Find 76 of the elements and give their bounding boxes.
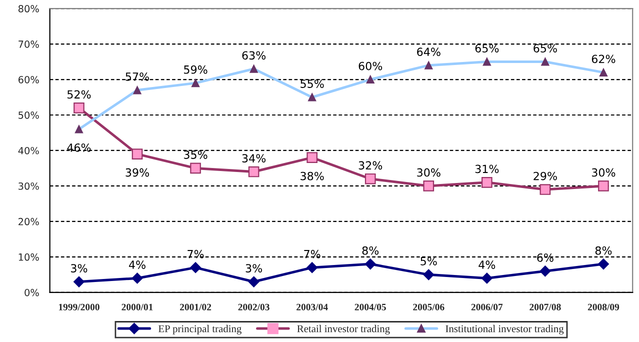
x-tick-label: 2003/04 <box>296 304 328 310</box>
data-label: 8% <box>595 246 612 255</box>
data-label: 3% <box>246 264 262 272</box>
data-label: 59% <box>184 65 208 74</box>
x-tick-label: 2008/09 <box>588 304 620 310</box>
point <box>132 148 143 160</box>
data-label: 55% <box>300 80 324 88</box>
data-label: 35% <box>184 150 208 159</box>
point <box>598 258 609 270</box>
data-label: 62% <box>592 54 616 64</box>
point <box>482 58 491 66</box>
y-tick-label: 40% <box>18 146 39 154</box>
point <box>599 68 608 76</box>
point <box>423 180 434 192</box>
point <box>74 125 84 134</box>
data-label: 30% <box>417 168 440 177</box>
point <box>423 269 434 280</box>
point <box>481 272 492 284</box>
y-tick-label: 0% <box>24 288 39 296</box>
point <box>250 64 258 73</box>
x-tick-label: 2000/01 <box>122 304 153 310</box>
point <box>74 276 84 288</box>
data-label: 38% <box>300 172 324 180</box>
y-tick-label: 70% <box>18 40 39 48</box>
data-label: 65% <box>534 44 557 52</box>
x-tick-label: 2007/08 <box>530 304 561 310</box>
y-tick-label: 30% <box>18 182 39 190</box>
point <box>192 79 200 88</box>
data-label: 31% <box>475 164 499 174</box>
data-label: 4% <box>478 260 496 269</box>
point <box>306 262 318 274</box>
data-label: 4% <box>128 260 146 269</box>
data-label: 30% <box>592 168 616 177</box>
point <box>366 75 374 84</box>
y-tick-label: 10% <box>18 253 39 261</box>
data-label: 34% <box>242 154 266 162</box>
data-label: 63% <box>242 51 266 60</box>
y-tick-label: 20% <box>18 218 39 226</box>
point <box>598 180 609 192</box>
y-tick-label: 60% <box>18 76 39 84</box>
point <box>190 162 201 174</box>
data-label: 39% <box>126 168 149 177</box>
point <box>541 58 550 66</box>
point <box>74 102 84 114</box>
data-label: 3% <box>71 264 88 272</box>
x-tick-label: 2004/05 <box>354 304 386 310</box>
point <box>133 86 142 94</box>
data-label: 52% <box>67 90 91 99</box>
point <box>248 276 260 288</box>
y-tick-label: 50% <box>18 111 39 119</box>
x-tick-label: 2006/07 <box>471 304 503 310</box>
data-label: 64% <box>417 48 440 56</box>
point <box>190 262 201 274</box>
data-label: 60% <box>358 62 382 70</box>
point <box>248 166 260 178</box>
point <box>540 184 551 195</box>
data-label: 8% <box>362 246 379 255</box>
x-tick-label: 2001/02 <box>180 304 212 310</box>
point <box>424 61 433 70</box>
point <box>540 266 551 277</box>
x-tick-label: 1999/2000 <box>58 304 100 310</box>
data-label: 29% <box>534 172 557 180</box>
legend-label: Retail investor trading <box>297 324 390 334</box>
point <box>132 272 143 284</box>
y-tick-label: 80% <box>18 5 39 12</box>
x-tick-label: 2005/06 <box>413 304 444 310</box>
point <box>306 152 318 163</box>
legend-label: Institutional investor trading <box>446 324 564 334</box>
point <box>482 177 492 188</box>
legend-label: EP principal trading <box>158 324 242 334</box>
point <box>308 93 316 102</box>
data-label: 46% <box>67 143 91 152</box>
point <box>364 258 376 270</box>
x-tick-label: 2002/03 <box>238 304 270 310</box>
data-label: 32% <box>358 161 382 170</box>
point <box>364 173 376 184</box>
